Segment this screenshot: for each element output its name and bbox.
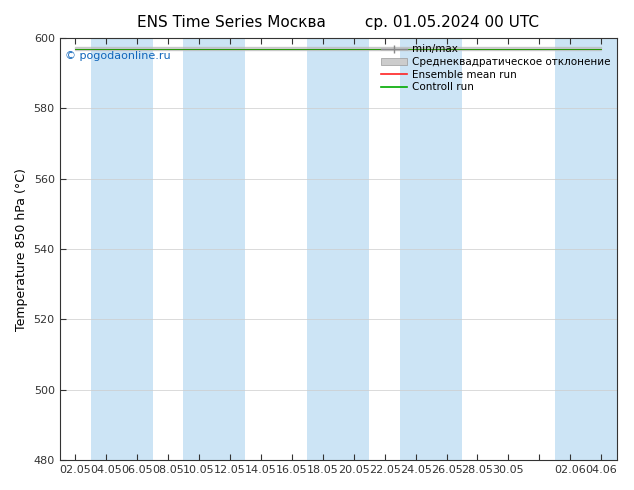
Bar [307, 38, 369, 460]
Y-axis label: Temperature 850 hPa (°С): Temperature 850 hPa (°С) [15, 168, 28, 331]
Title: ENS Time Series Москва        ср. 01.05.2024 00 UTC: ENS Time Series Москва ср. 01.05.2024 00… [137, 15, 540, 30]
Bar [183, 38, 245, 460]
Text: © pogodaonline.ru: © pogodaonline.ru [65, 51, 171, 61]
Bar [400, 38, 462, 460]
Bar [91, 38, 153, 460]
Bar [555, 38, 617, 460]
Legend: min/max, Среднеквадратическое отклонение, Ensemble mean run, Controll run: min/max, Среднеквадратическое отклонение… [378, 41, 614, 95]
